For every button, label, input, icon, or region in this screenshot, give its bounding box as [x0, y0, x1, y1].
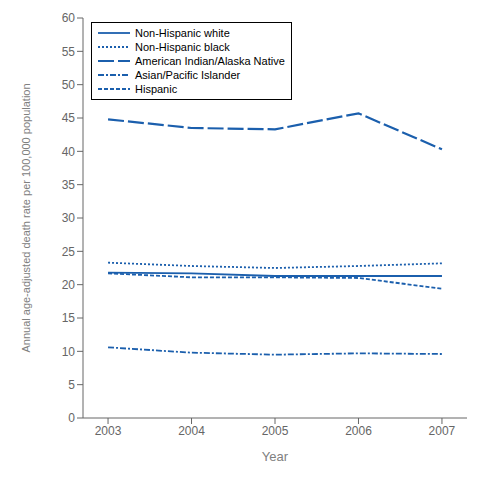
svg-text:10: 10: [62, 345, 76, 359]
html-text:Asian/Pacific Islander: Asian/Pacific Islander: [135, 69, 241, 81]
svg-text:0: 0: [68, 411, 75, 425]
svg-text:60: 60: [62, 11, 76, 25]
svg-text:Year: Year: [262, 449, 289, 464]
svg-text:40: 40: [62, 145, 76, 159]
svg-text:55: 55: [62, 45, 76, 59]
svg-text:25: 25: [62, 245, 76, 259]
svg-text:5: 5: [68, 378, 75, 392]
svg-text:15: 15: [62, 311, 76, 325]
svg-text:35: 35: [62, 178, 76, 192]
svg-text:45: 45: [62, 111, 76, 125]
svg-text:2007: 2007: [429, 424, 456, 438]
svg-text:2005: 2005: [262, 424, 289, 438]
svg-text:2003: 2003: [95, 424, 122, 438]
svg-text:2006: 2006: [345, 424, 372, 438]
html-text:American Indian/Alaska Native: American Indian/Alaska Native: [135, 55, 285, 67]
html-text:Non-Hispanic black: Non-Hispanic black: [135, 41, 230, 53]
svg-text:30: 30: [62, 211, 76, 225]
svg-text:2004: 2004: [178, 424, 205, 438]
svg-text:Annual age-adjusted death rate: Annual age-adjusted death rate per 100,0…: [20, 83, 32, 352]
html-text:Hispanic: Hispanic: [135, 83, 178, 95]
svg-text:50: 50: [62, 78, 76, 92]
html-text:Non-Hispanic white: Non-Hispanic white: [135, 27, 230, 39]
svg-text:20: 20: [62, 278, 76, 292]
